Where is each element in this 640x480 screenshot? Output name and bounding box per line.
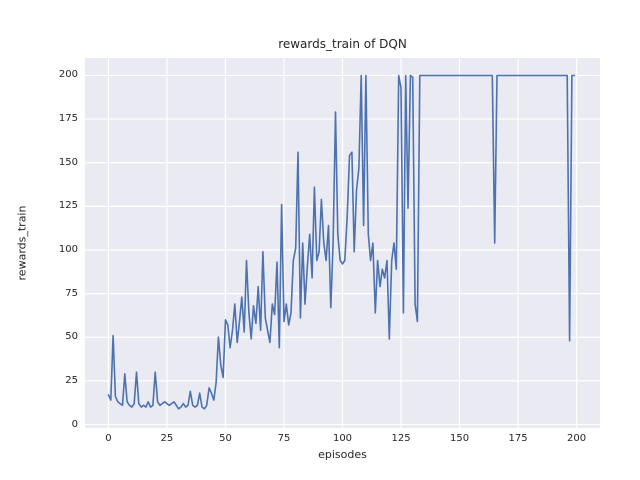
chart-title: rewards_train of DQN — [278, 37, 407, 51]
series-line — [107, 74, 576, 410]
y-tick-label: 125 — [58, 200, 78, 212]
x-tick-label: 100 — [332, 433, 353, 444]
y-tick-label: 200 — [58, 69, 78, 81]
x-tick-label: 125 — [391, 433, 411, 444]
x-tick-label: 25 — [160, 433, 174, 444]
y-tick-label: 0 — [71, 418, 78, 430]
x-tick-label: 150 — [449, 433, 470, 444]
x-tick-label: 200 — [567, 433, 587, 444]
y-tick-label: 150 — [58, 156, 78, 168]
y-tick-label: 50 — [65, 331, 78, 343]
y-tick-label: 75 — [65, 287, 78, 299]
y-tick-label: 175 — [58, 113, 78, 125]
y-axis-label: rewards_train — [15, 205, 29, 281]
x-tick-label: 0 — [105, 433, 112, 444]
x-tick-label: 175 — [508, 433, 528, 444]
y-tick-label: 100 — [58, 243, 78, 255]
y-tick-label: 25 — [65, 374, 78, 386]
x-tick-label: 75 — [277, 433, 291, 444]
x-tick-label: 50 — [219, 433, 232, 444]
x-axis-label: episodes — [318, 448, 367, 461]
